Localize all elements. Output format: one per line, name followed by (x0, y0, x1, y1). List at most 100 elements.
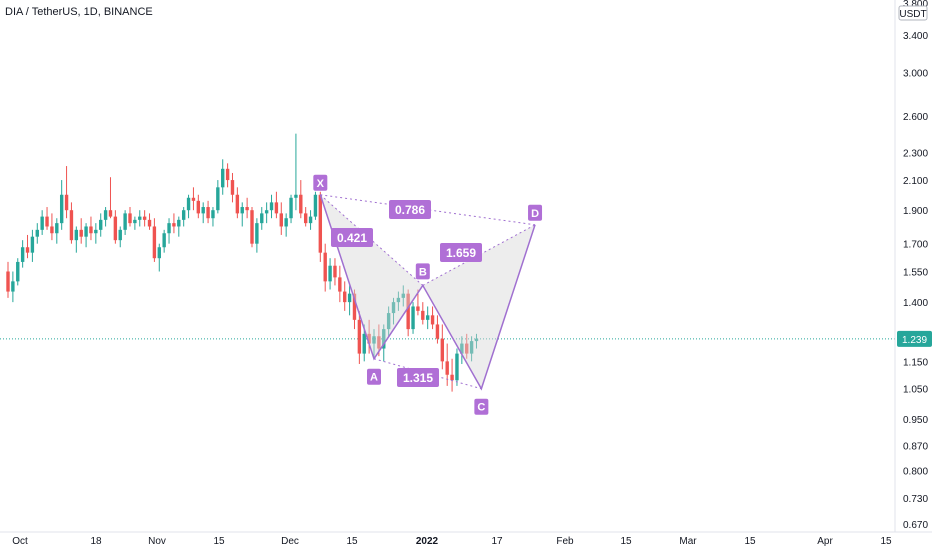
point-label-b: B (419, 266, 427, 278)
xd-ratio-line (320, 194, 536, 226)
candle-body (328, 265, 332, 282)
ratio-label-bd-bg (440, 243, 482, 262)
candle (323, 243, 327, 292)
candle (30, 229, 35, 262)
candle (181, 207, 186, 227)
ratio-label-ac: 1.315 (403, 371, 433, 385)
candle (20, 240, 25, 268)
candle-body (396, 297, 401, 303)
candle (221, 159, 225, 195)
currency-badge-bg (898, 5, 928, 21)
candle-body (240, 207, 244, 214)
candle (386, 306, 391, 337)
candle-body (201, 207, 205, 214)
candle (279, 202, 283, 235)
time-axis: Oct 18 Nov 15 Dec 15 2022 17 Feb 15 Mar 15 Apr 15 (0, 531, 932, 547)
candle (206, 200, 210, 224)
price-tick-label: 1.550 (903, 267, 928, 278)
time-tick-label: 15 (346, 536, 358, 547)
point-label-x-bg (313, 174, 328, 191)
candle-body (196, 200, 201, 214)
candle-body (211, 210, 215, 219)
candle (201, 202, 205, 224)
candle (299, 180, 303, 219)
candle-body (465, 343, 469, 354)
ratio-label-xb: 0.421 (337, 231, 367, 245)
candle-body (74, 229, 79, 241)
candle-body (40, 216, 44, 230)
last-price-tag: 1.239 (902, 335, 927, 346)
candle-body (445, 361, 449, 375)
candle-body (181, 210, 186, 220)
price-tick-label: 1.050 (903, 385, 928, 396)
chart-title: DIA / TetherUS, 1D, BINANCE (5, 6, 153, 18)
time-tick-label: 18 (90, 536, 102, 547)
candle (230, 172, 235, 203)
candle (255, 218, 259, 253)
candle-body (260, 213, 264, 224)
candle (440, 324, 445, 370)
candle (167, 218, 171, 244)
time-tick-label: Dec (281, 536, 299, 547)
candle-body (255, 223, 259, 244)
ratio-label-xd-bg (389, 200, 431, 219)
candle-body (357, 319, 362, 354)
candle-body (416, 306, 420, 311)
candle (211, 207, 215, 227)
candle-body (250, 210, 254, 244)
candle (274, 191, 279, 219)
candle (55, 218, 59, 244)
candle (460, 336, 464, 364)
harmonic-pattern: X A B C D 0.421 1.315 1.659 0.786 (313, 174, 543, 415)
candle-body (391, 302, 396, 314)
candle-body (186, 197, 191, 211)
candle-body (11, 281, 15, 292)
candle-body (279, 213, 283, 227)
point-label-c-bg (474, 398, 489, 415)
candle (123, 210, 127, 235)
candle-body (474, 338, 479, 342)
candle-body (16, 261, 20, 282)
candle-body (425, 315, 430, 320)
candle-body (264, 210, 269, 214)
candle (138, 210, 142, 227)
price-tick-label: 0.800 (903, 467, 928, 478)
candle (289, 194, 293, 224)
candle (35, 223, 39, 244)
candle-body (318, 194, 323, 253)
candle-body (435, 324, 440, 339)
candle-body (299, 194, 303, 214)
candle-body (235, 194, 240, 214)
candle (313, 191, 318, 220)
candle-body (177, 219, 181, 227)
candle (435, 315, 440, 344)
candle-body (245, 207, 249, 211)
pattern-triangle-bcd (422, 224, 536, 389)
candle (172, 213, 176, 234)
candle (294, 133, 298, 211)
candle-body (313, 194, 318, 217)
candle (469, 336, 474, 362)
candle-body (230, 180, 235, 195)
price-axis-top-label: 3.800 (903, 0, 928, 10)
candle (216, 180, 220, 214)
candle-body (167, 223, 171, 234)
candle-body (333, 265, 337, 278)
candle (186, 194, 191, 219)
candle-body (133, 219, 137, 224)
time-tick-label: 2022 (416, 536, 439, 547)
candle-body (103, 210, 108, 220)
candle-body (108, 210, 113, 217)
candle (196, 194, 201, 219)
candle-body (113, 216, 118, 241)
candle (74, 226, 79, 253)
candle (396, 291, 401, 311)
candle-body (79, 229, 83, 237)
candle (250, 207, 254, 248)
candle (333, 258, 337, 286)
candle-body (35, 229, 39, 237)
candle-body (347, 293, 352, 303)
candle (347, 285, 352, 316)
